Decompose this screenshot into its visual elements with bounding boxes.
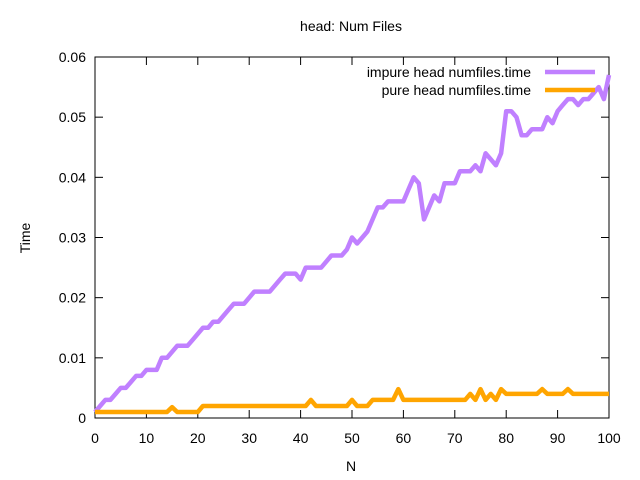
legend: impure head numfiles.time pure head numfi… (367, 64, 595, 98)
x-axis-label: N (346, 458, 356, 474)
legend-label: pure head numfiles.time (382, 82, 532, 98)
y-tick-label: 0.06 (59, 49, 86, 65)
y-tick-label: 0.02 (59, 290, 86, 306)
legend-label: impure head numfiles.time (367, 64, 531, 80)
x-tick-label: 100 (597, 430, 621, 446)
y-tick-label: 0.04 (59, 169, 86, 185)
x-tick-label: 20 (190, 430, 206, 446)
x-tick-label: 80 (498, 430, 514, 446)
x-axis: 0 10 20 30 40 50 60 70 80 90 100 (91, 57, 621, 446)
series-line-impure (93, 74, 612, 414)
y-tick-label: 0.01 (59, 350, 86, 366)
series-line-pure (95, 386, 609, 415)
x-tick-label: 50 (344, 430, 360, 446)
x-tick-label: 0 (91, 430, 99, 446)
y-tick-label: 0.05 (59, 109, 86, 125)
x-tick-label: 90 (550, 430, 566, 446)
x-tick-label: 70 (447, 430, 463, 446)
y-tick-label: 0.03 (59, 230, 86, 246)
y-tick-label: 0 (78, 410, 86, 426)
series-group (93, 74, 612, 415)
x-tick-label: 40 (293, 430, 309, 446)
x-tick-label: 10 (139, 430, 155, 446)
y-axis-label: Time (17, 222, 33, 253)
chart-title: head: Num Files (300, 18, 402, 34)
x-tick-label: 30 (241, 430, 257, 446)
y-axis: 0 0.01 0.02 0.03 0.04 0.05 0.06 (59, 49, 609, 426)
x-tick-label: 60 (396, 430, 412, 446)
